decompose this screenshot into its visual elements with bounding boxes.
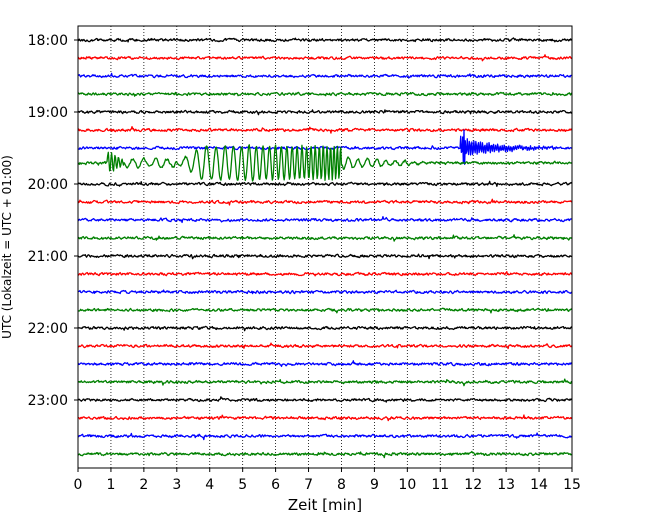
trace-line	[78, 378, 572, 387]
x-tick-label: 15	[563, 477, 581, 493]
trace-line	[78, 289, 572, 295]
x-axis-title: Zeit [min]	[288, 496, 362, 514]
x-axis: 0 1 2 3 4 5 6 7 8 9 10 11 12 13 14 15	[74, 468, 581, 493]
trace-line	[78, 450, 572, 459]
x-tick-label: 13	[497, 477, 515, 493]
trace-line	[78, 37, 572, 43]
trace-line	[78, 253, 572, 260]
y-axis-title: UTC (Lokalzeit = UTC + 01:00)	[0, 155, 14, 339]
x-tick-label: 1	[106, 477, 115, 493]
trace-line	[78, 72, 572, 79]
x-tick-label: 6	[271, 477, 280, 493]
x-tick-label: 14	[530, 477, 548, 493]
x-tick-label: 5	[238, 477, 247, 493]
plot-background	[78, 26, 572, 468]
trace-line	[78, 414, 572, 422]
trace-line	[78, 180, 572, 187]
x-tick-label: 10	[398, 477, 416, 493]
x-tick-label: 11	[431, 477, 449, 493]
x-tick-label: 3	[172, 477, 181, 493]
y-tick-label: 20:00	[28, 177, 68, 193]
trace-line	[78, 307, 572, 314]
trace-line	[78, 144, 572, 182]
trace-line	[78, 234, 572, 242]
trace-line	[78, 198, 572, 206]
trace-line	[78, 342, 572, 350]
y-tick-label: 21:00	[28, 249, 68, 265]
trace-line	[78, 129, 572, 165]
y-tick-label: 22:00	[28, 321, 68, 337]
x-tick-label: 8	[337, 477, 346, 493]
x-tick-label: 7	[304, 477, 313, 493]
x-tick-label: 9	[370, 477, 379, 493]
y-tick-label: 19:00	[28, 105, 68, 121]
trace-line	[78, 432, 572, 441]
y-tick-label: 18:00	[28, 33, 68, 49]
x-tick-label: 2	[139, 477, 148, 493]
trace-line	[78, 126, 572, 134]
traces-group	[78, 37, 572, 459]
trace-line	[78, 271, 572, 277]
x-tick-label: 4	[205, 477, 214, 493]
trace-line	[78, 54, 572, 62]
trace-line	[78, 360, 572, 368]
y-axis: 18:00 19:00 20:00 21:00 22:00 23:00	[28, 33, 78, 409]
trace-line	[78, 91, 572, 97]
x-tick-label: 0	[74, 477, 83, 493]
trace-line	[78, 396, 572, 403]
x-tick-label: 12	[464, 477, 482, 493]
plot-frame	[77, 25, 573, 469]
trace-line	[78, 215, 572, 224]
trace-line	[78, 325, 572, 332]
trace-line	[78, 109, 572, 116]
y-tick-label: 23:00	[28, 393, 68, 409]
